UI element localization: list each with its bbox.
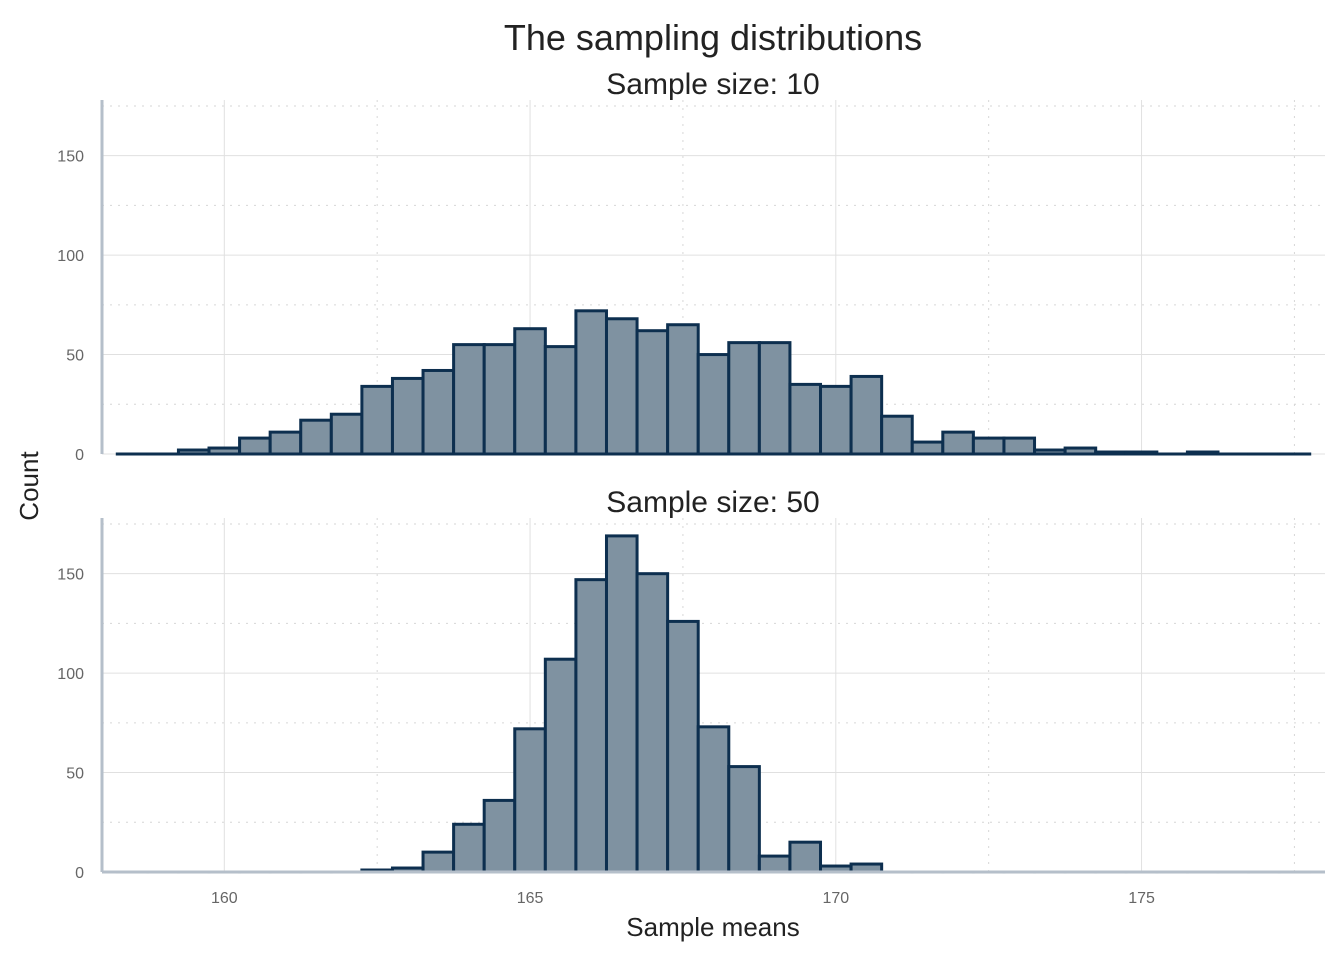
histogram-bar xyxy=(482,343,517,456)
x-tick-label: 160 xyxy=(211,890,238,907)
y-tick-label: 0 xyxy=(75,447,84,464)
histogram-bar xyxy=(971,436,1006,456)
histogram-bar xyxy=(452,343,486,456)
y-axis-title: Count xyxy=(14,451,44,521)
histogram-bar xyxy=(604,317,639,456)
histogram-bar xyxy=(1002,436,1037,456)
histogram-bar xyxy=(696,353,731,456)
chart-title: The sampling distributions xyxy=(504,17,922,58)
histogram-bar xyxy=(360,384,394,456)
histogram-bar xyxy=(1124,450,1159,456)
histogram-bar xyxy=(238,436,272,456)
y-tick-label: 100 xyxy=(57,666,84,683)
x-tick-label: 165 xyxy=(517,890,544,907)
y-tick-labels: 0 50 100 150 xyxy=(57,567,84,882)
histogram-bar xyxy=(880,414,914,456)
histogram-bar xyxy=(727,341,761,456)
histogram-bar xyxy=(543,345,578,456)
histogram-bar xyxy=(390,376,425,456)
panel-title: Sample size: 50 xyxy=(606,486,819,519)
histogram-bar xyxy=(452,822,486,874)
histogram-bar xyxy=(176,448,211,456)
histogram-bar xyxy=(543,657,578,874)
y-tick-label: 50 xyxy=(66,766,84,783)
histogram-bar xyxy=(513,327,547,456)
y-tick-label: 150 xyxy=(57,149,84,166)
histogram-bar xyxy=(635,329,670,456)
histogram-bar xyxy=(1185,450,1220,456)
histogram-bar xyxy=(574,309,608,456)
panel-sample-size-10: Sample size: 10 0 50 100 150 xyxy=(57,68,1325,464)
histogram-bar xyxy=(757,341,792,456)
y-tick-labels: 0 50 100 150 xyxy=(57,149,84,464)
histogram-bar xyxy=(421,368,456,456)
histogram-bar xyxy=(788,840,823,874)
histogram-bar xyxy=(1094,450,1128,456)
histogram-bar xyxy=(207,446,242,456)
y-tick-label: 150 xyxy=(57,567,84,584)
histogram-bar xyxy=(604,534,639,874)
histogram-bar xyxy=(757,854,792,874)
histogram-bar xyxy=(849,374,884,456)
histogram-bar xyxy=(788,382,823,456)
y-tick-label: 100 xyxy=(57,248,84,265)
y-tick-label: 50 xyxy=(66,348,84,365)
histogram-bar xyxy=(635,572,670,874)
x-tick-labels: 160 165 170 175 xyxy=(211,890,1155,907)
histogram-bar xyxy=(819,384,853,456)
histogram-bar xyxy=(941,430,975,456)
histogram-bar xyxy=(299,418,333,456)
histogram-bar xyxy=(1033,448,1067,456)
histogram-bar xyxy=(727,765,761,874)
panel-title: Sample size: 10 xyxy=(606,68,819,101)
histogram-bar xyxy=(910,440,945,456)
x-tick-label: 175 xyxy=(1128,890,1155,907)
x-tick-label: 170 xyxy=(822,890,849,907)
histogram-bar xyxy=(666,323,700,456)
x-axis-title: Sample means xyxy=(626,912,799,942)
histogram-bar xyxy=(574,578,608,874)
histogram-bar xyxy=(696,725,731,874)
histogram-bar xyxy=(513,727,547,874)
panel-bars xyxy=(115,309,1312,456)
histogram-bar xyxy=(329,412,364,456)
panel-sample-size-50: Sample size: 50 0 50 100 150 xyxy=(57,486,1325,882)
panel-bars xyxy=(115,534,1312,874)
histogram-bar xyxy=(1063,446,1098,456)
y-tick-label: 0 xyxy=(75,865,84,882)
histogram-bar xyxy=(666,619,700,874)
histogram-bar xyxy=(482,798,517,874)
histogram-bar xyxy=(268,430,303,456)
histogram-bar xyxy=(421,850,456,874)
